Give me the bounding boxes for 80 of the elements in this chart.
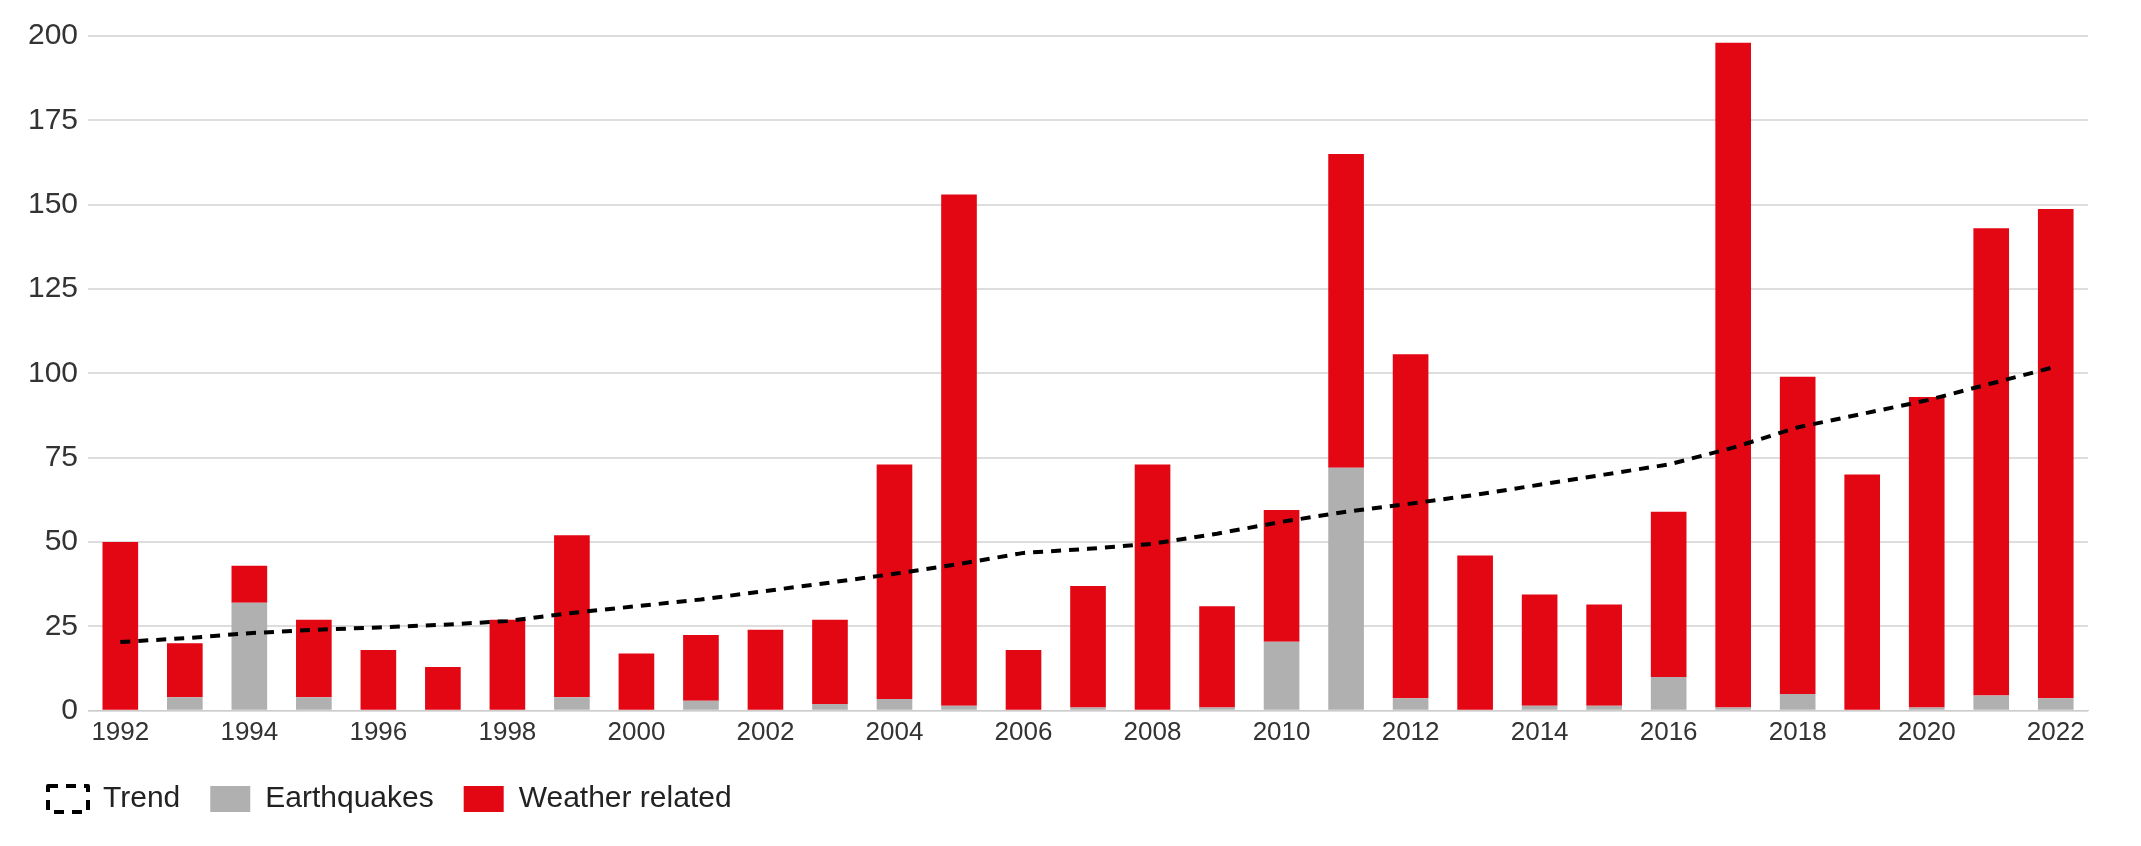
bar: [1199, 606, 1235, 708]
bar: [683, 700, 719, 710]
bar: [2037, 698, 2074, 710]
bar: [1457, 555, 1493, 710]
bar: [941, 194, 977, 706]
bar: [1521, 594, 1558, 706]
legend-label: Weather related: [518, 780, 732, 814]
x-tick-label: 2022: [2026, 715, 2085, 746]
x-tick-label: 2010: [1252, 715, 1311, 746]
bar: [296, 619, 332, 698]
bar: [747, 629, 784, 710]
x-tick-label: 2018: [1768, 715, 1827, 746]
legend-label: Trend: [103, 780, 181, 814]
y-tick-label: 25: [44, 607, 79, 641]
bar: [618, 653, 655, 710]
bar: [1521, 705, 1558, 710]
x-tick-label: 2008: [1123, 715, 1182, 746]
x-tick-label: 2012: [1381, 715, 1440, 746]
x-tick-label: 1992: [91, 715, 150, 746]
bar: [1715, 42, 1751, 708]
x-tick-label: 2000: [607, 715, 666, 746]
bar: [1199, 707, 1235, 710]
x-tick-label: 1994: [220, 715, 279, 746]
bar: [1263, 510, 1300, 642]
bar: [812, 619, 848, 705]
x-tick-label: 1996: [349, 715, 408, 746]
bar: [1070, 585, 1106, 708]
y-tick-label: 200: [27, 17, 79, 51]
bar: [1586, 604, 1622, 706]
bar: [1392, 354, 1429, 699]
bar: [1134, 464, 1171, 710]
x-tick-label: 2014: [1510, 715, 1569, 746]
bar: [1908, 397, 1945, 708]
bar: [1779, 376, 1816, 694]
bar: [1779, 693, 1816, 710]
bar: [1005, 650, 1042, 710]
y-tick-label: 0: [61, 692, 79, 726]
y-tick-label: 50: [44, 523, 79, 557]
bar: [812, 704, 848, 710]
bar: [296, 697, 332, 710]
bar: [1586, 705, 1622, 710]
bar: [1908, 707, 1945, 710]
x-tick-label: 1998: [478, 715, 537, 746]
bar: [1328, 154, 1364, 468]
bar: [231, 565, 268, 603]
bar: [2037, 209, 2074, 699]
bar: [360, 650, 397, 710]
y-tick-label: 175: [27, 101, 79, 135]
bar: [1844, 474, 1881, 710]
bar: [941, 705, 977, 710]
x-tick-label: 2004: [865, 715, 924, 746]
x-tick-label: 2006: [994, 715, 1053, 746]
bar: [683, 634, 719, 701]
bar: [1392, 698, 1429, 710]
bar: [489, 619, 526, 710]
x-tick-label: 2020: [1897, 715, 1956, 746]
legend-label: Earthquakes: [265, 780, 434, 814]
y-tick-label: 150: [27, 185, 79, 219]
bar: [1328, 467, 1364, 710]
bar: [876, 464, 913, 699]
bar: [167, 697, 203, 710]
bar: [554, 697, 590, 710]
x-tick-label: 2002: [736, 715, 795, 746]
bar: [1973, 695, 2010, 710]
bar: [1715, 707, 1751, 710]
bar: [1070, 707, 1106, 710]
y-tick-label: 125: [27, 270, 79, 304]
x-tick-label: 2016: [1639, 715, 1698, 746]
bar: [102, 542, 139, 710]
bar: [425, 666, 461, 710]
bar: [167, 643, 203, 698]
y-tick-label: 75: [44, 439, 79, 473]
y-tick-label: 100: [27, 354, 79, 388]
bar: [1263, 641, 1300, 710]
bar: [1650, 511, 1687, 678]
bar: [1973, 228, 2010, 696]
bar: [1650, 677, 1687, 710]
bar: [231, 602, 268, 710]
bar: [554, 535, 590, 698]
bar: [876, 698, 913, 710]
